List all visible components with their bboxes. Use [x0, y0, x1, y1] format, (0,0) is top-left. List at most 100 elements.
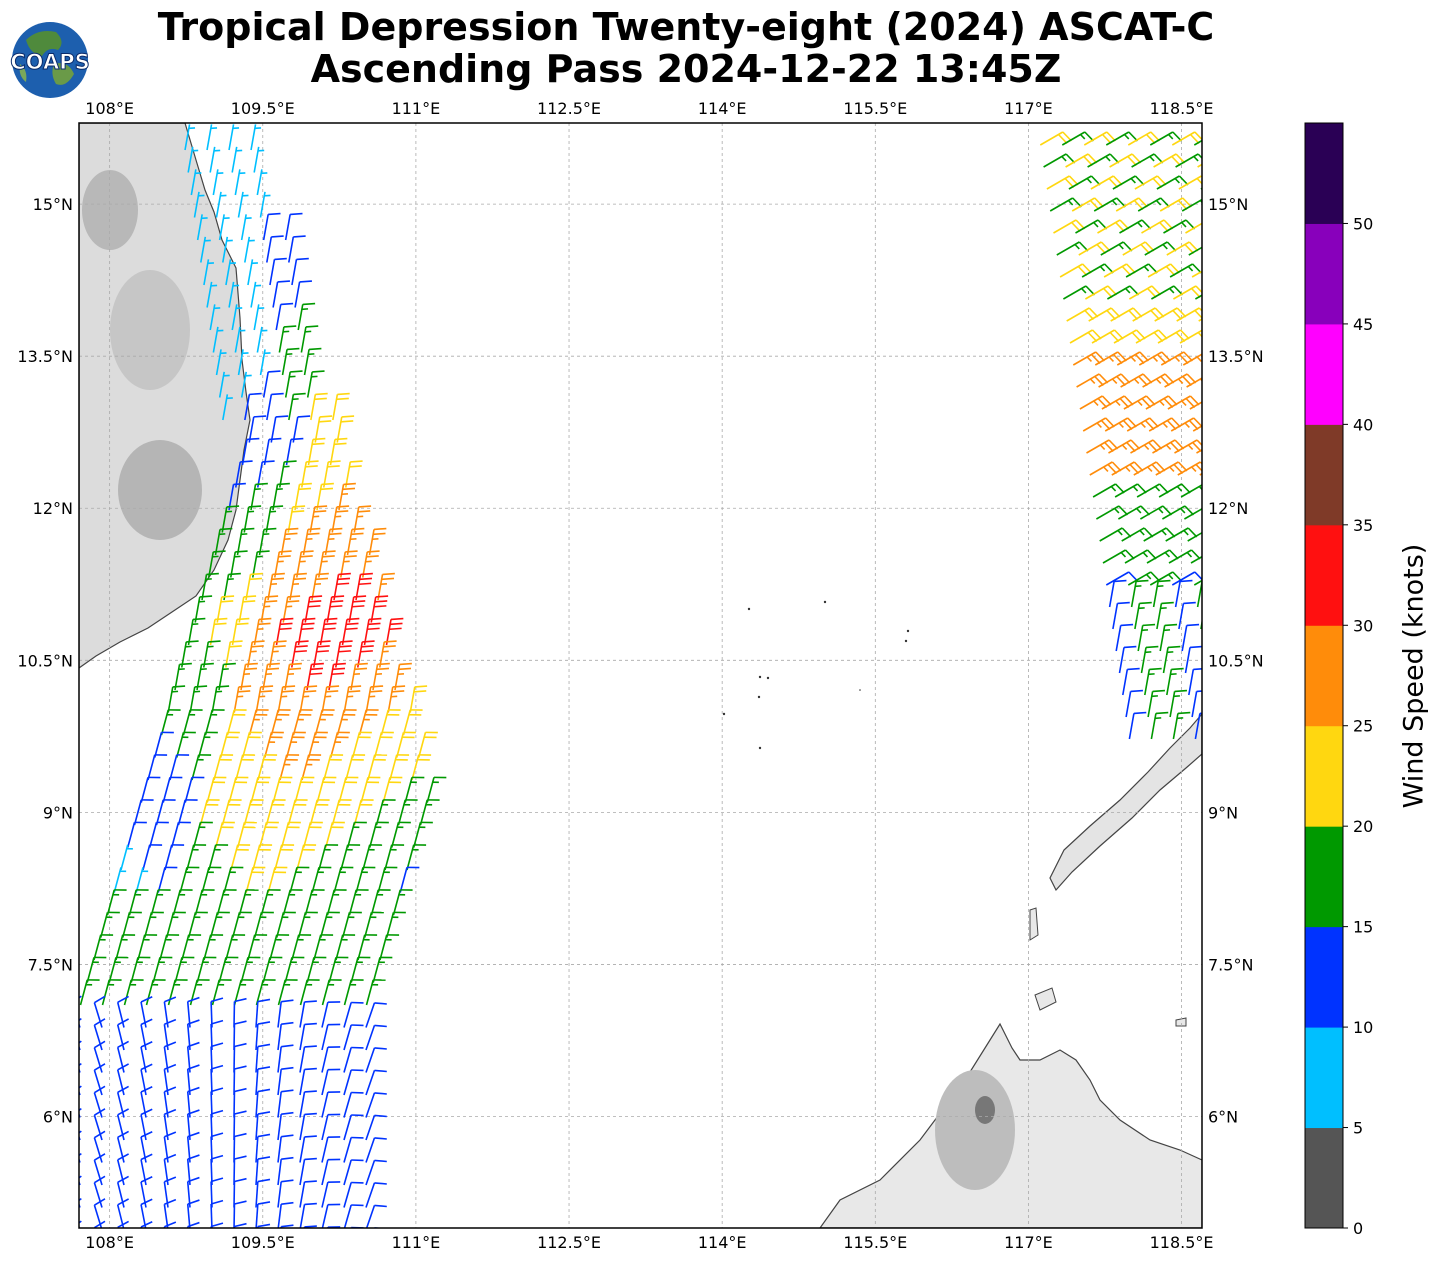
wind-barb [1124, 549, 1157, 564]
wind-barb [1104, 417, 1137, 432]
wind-barb [1172, 711, 1191, 740]
wind-barb [190, 169, 202, 196]
wind-barb [321, 1091, 341, 1118]
wind-barb [209, 617, 228, 646]
wind-barb [370, 595, 389, 623]
wind-barb [1178, 601, 1196, 630]
wind-barb [86, 956, 107, 983]
wind-barb [1164, 373, 1197, 388]
wind-barb [291, 934, 312, 961]
wind-barb [411, 754, 432, 781]
wind-barb [79, 1130, 82, 1163]
wind-barb [204, 709, 225, 736]
wind-barb [240, 956, 261, 983]
wind-barb [269, 257, 287, 286]
spratly-reefs [722, 600, 910, 750]
wind-barb [324, 821, 345, 848]
wind-barb [299, 979, 320, 1006]
wind-barb [1108, 439, 1141, 454]
wind-barb [93, 1018, 106, 1051]
wind-barb [299, 1090, 317, 1118]
wind-barb [1144, 241, 1177, 256]
wind-barb [365, 1047, 387, 1073]
wind-barb [174, 662, 192, 691]
wind-barb [137, 934, 158, 961]
wind-barb [256, 1223, 271, 1228]
wind-barb [93, 1220, 106, 1228]
wind-barb [240, 371, 252, 398]
wind-barb [116, 1220, 130, 1228]
colorbar-segment [1305, 1127, 1343, 1229]
wind-barb [251, 550, 270, 578]
wind-barb [372, 956, 393, 983]
lat-tick-right: 10.5°N [1208, 651, 1264, 670]
wind-barb [184, 124, 196, 151]
wind-barb [285, 437, 304, 466]
wind-barb [299, 1022, 317, 1051]
wind-barb [172, 889, 193, 916]
wind-barb [1134, 175, 1167, 190]
wind-barb [321, 1001, 341, 1028]
wind-barb [233, 1065, 247, 1096]
wind-barb [343, 1159, 364, 1186]
wind-barb [306, 662, 324, 691]
wind-barb [1138, 351, 1171, 366]
wind-barb [1098, 373, 1131, 388]
wind-barb [332, 392, 350, 421]
lon-tick-top: 115.5°E [843, 99, 907, 118]
wind-barb [1191, 690, 1202, 718]
wind-barb [250, 482, 268, 511]
wind-barb [343, 1046, 364, 1073]
wind-barb [321, 1068, 341, 1096]
wind-barb [240, 214, 252, 241]
map-gridlines [79, 123, 1202, 1228]
wind-barb [233, 1020, 247, 1051]
wind-barb [116, 1198, 130, 1228]
wind-barb [186, 844, 207, 871]
colorbar-tick-label: 0 [1353, 1219, 1363, 1238]
wind-barb [1061, 131, 1094, 146]
wind-barb [1122, 241, 1155, 256]
wind-barb [79, 1220, 82, 1224]
wind-barb [1049, 197, 1082, 212]
wind-barb [1086, 439, 1119, 454]
wind-barb [385, 617, 404, 646]
wind-barb [1113, 329, 1146, 344]
wind-barb [247, 934, 268, 961]
wind-barb [288, 235, 306, 263]
wind-barb [314, 415, 333, 443]
wind-barb [255, 998, 271, 1028]
wind-barb [1166, 667, 1184, 696]
wind-barb [1108, 579, 1127, 608]
wind-barb [228, 482, 246, 511]
wind-barb [362, 844, 383, 871]
wind-barb [1201, 342, 1202, 343]
wind-barb [221, 505, 240, 533]
wind-barb [248, 415, 267, 443]
wind-barb [282, 889, 303, 916]
wind-barb [277, 979, 298, 1006]
wind-barb [244, 236, 255, 263]
colorbar-segment [1305, 123, 1343, 224]
wind-barb [1160, 351, 1193, 366]
wind-barb [338, 776, 359, 803]
wind-barb [277, 1111, 294, 1141]
wind-barb [191, 754, 212, 781]
colorbar-segment [1305, 926, 1343, 1028]
wind-barb [1188, 246, 1202, 256]
wind-barb [1099, 527, 1132, 542]
wind-barb [412, 821, 433, 848]
lon-tick-bottom: 108°E [85, 1233, 134, 1252]
wind-barb [1168, 549, 1201, 564]
wind-barb [1079, 395, 1112, 410]
wind-barb [331, 505, 350, 533]
wind-barb [1192, 424, 1202, 432]
wind-barb [329, 731, 350, 758]
wind-barb [196, 214, 208, 241]
wind-barb [316, 776, 337, 803]
wind-barb [79, 979, 100, 1006]
colorbar-tick-label: 35 [1353, 516, 1373, 535]
wind-barb [93, 995, 106, 1028]
wind-barb [1150, 711, 1169, 740]
wind-barb [1125, 689, 1144, 718]
